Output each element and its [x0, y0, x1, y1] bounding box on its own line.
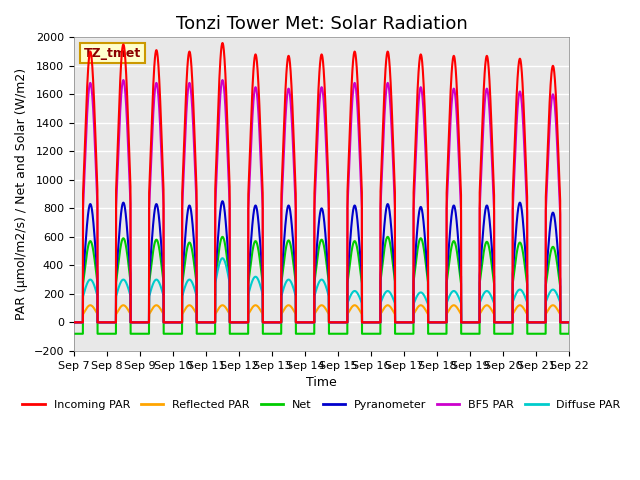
Text: TZ_tmet: TZ_tmet: [84, 47, 141, 60]
Title: Tonzi Tower Met: Solar Radiation: Tonzi Tower Met: Solar Radiation: [176, 15, 467, 33]
Legend: Incoming PAR, Reflected PAR, Net, Pyranometer, BF5 PAR, Diffuse PAR: Incoming PAR, Reflected PAR, Net, Pyrano…: [18, 396, 625, 414]
X-axis label: Time: Time: [306, 376, 337, 389]
Y-axis label: PAR (μmol/m2/s) / Net and Solar (W/m2): PAR (μmol/m2/s) / Net and Solar (W/m2): [15, 68, 28, 320]
